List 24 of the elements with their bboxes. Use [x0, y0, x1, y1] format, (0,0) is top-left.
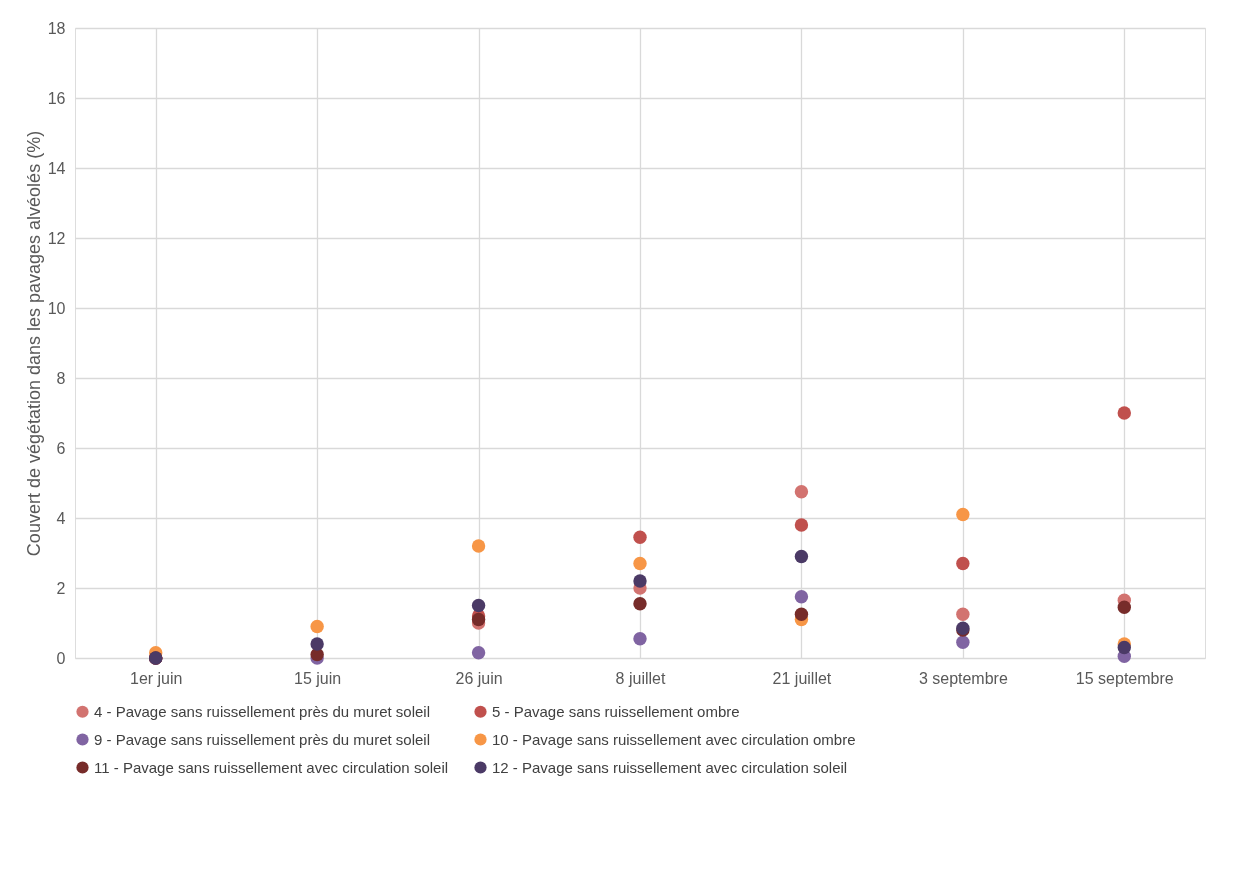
x-tick-label: 1er juin [129, 669, 183, 687]
y-tick-label: 6 [56, 439, 66, 457]
y-tick-label: 14 [47, 159, 66, 177]
legend-label: 5 - Pavage sans ruissellement ombre [492, 702, 740, 720]
legend-label: 10 - Pavage sans ruissellement avec circulation ombre [492, 730, 856, 748]
x-tick-label: 21 juillet [772, 669, 832, 687]
y-tick-label: 12 [47, 229, 66, 247]
x-tick-label: 8 juillet [615, 669, 666, 687]
y-tick-label: 8 [56, 369, 66, 387]
y-tick-label: 0 [56, 649, 66, 667]
y-tick-label: 18 [47, 19, 66, 37]
x-tick-label: 26 juin [455, 669, 503, 687]
y-tick-label: 10 [47, 299, 66, 317]
y-tick-label: 16 [47, 89, 66, 107]
y-tick-label: 4 [56, 509, 66, 527]
x-tick-label: 15 juin [294, 669, 342, 687]
x-tick-label: 3 septembre [918, 669, 1008, 687]
x-tick-label: 15 septembre [1075, 669, 1174, 687]
legend-label: 11 - Pavage sans ruissellement avec circulation soleil [94, 758, 449, 776]
legend-label: 9 - Pavage sans ruissellement près du muret soleil [94, 730, 430, 748]
y-axis-title: Couvert de végétation dans les pavages alvéolés (%) [23, 130, 44, 557]
legend-label: 4 - Pavage sans ruissellement près du muret soleil [94, 702, 430, 720]
y-tick-label: 2 [56, 579, 66, 597]
legend-label: 12 - Pavage sans ruissellement avec circulation soleil [492, 758, 848, 776]
